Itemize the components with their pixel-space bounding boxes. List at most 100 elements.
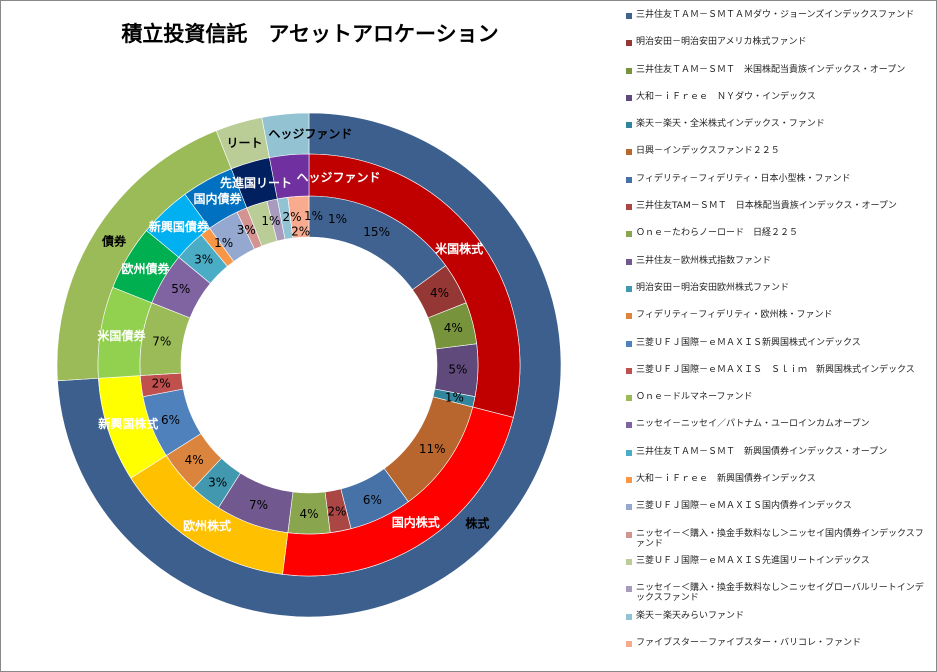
category-label: 欧州株式 <box>183 518 231 533</box>
fund-label: 6% <box>161 413 180 427</box>
legend-swatch <box>626 176 632 183</box>
fund-label: 2% <box>327 504 346 518</box>
legend-label: ファイブスター－ファイブスター・バリコレ・ファンド <box>636 637 862 648</box>
fund-label: 1% <box>261 214 280 228</box>
fund-label: 4% <box>444 321 463 335</box>
legend-swatch <box>626 449 632 456</box>
legend-label: 明治安田－明治安田アメリカ株式ファンド <box>636 37 807 48</box>
legend-label: 三菱ＵＦＪ国際－ｅＭＡＸＩＳ国内債券インデックス <box>636 501 852 512</box>
legend-item: 日興－インデックスファンド２２５ <box>626 146 926 173</box>
legend-label: ニッセイ－＜購入・換金手数料なし＞ニッセイ国内債券インデックスファンド <box>636 528 924 549</box>
legend-item: 明治安田－明治安田欧州株式ファンド <box>626 283 926 310</box>
legend-item: 明治安田－明治安田アメリカ株式ファンド <box>626 37 926 64</box>
fund-label: 5% <box>171 282 190 296</box>
category-label: 米国債券 <box>97 328 146 343</box>
legend-item: 三井住友ＴＡＭ－ＳＭＴ 新興国債券インデックス・オープン <box>626 447 926 474</box>
legend-item: ファイブスター－ファイブスター・バリコレ・ファンド <box>626 638 926 665</box>
fund-slice <box>287 195 310 239</box>
asset-class-label: 株式 <box>465 516 489 531</box>
legend: 三井住友ＴＡＭ－ＳＭＴＡＭダウ・ジョーンズインデックスファンド 明治安田－明治安田… <box>626 10 926 665</box>
legend-swatch <box>626 258 632 265</box>
legend-label: 明治安田－明治安田欧州株式ファンド <box>636 282 790 293</box>
legend-item: 三菱ＵＦＪ国際－ｅＭＡＸＩＳ先進国リートインデックス <box>626 556 926 583</box>
fund-label: 11% <box>419 442 446 456</box>
category-label: 米国株式 <box>435 241 483 256</box>
legend-label: Ｏｎｅ－たわらノーロード 日経２２５ <box>636 228 799 239</box>
legend-swatch <box>626 422 632 429</box>
legend-item: フィデリティ－フィデリティ・日本小型株・ファンド <box>626 174 926 201</box>
legend-swatch <box>626 340 632 347</box>
legend-swatch <box>626 586 632 593</box>
legend-swatch <box>626 231 632 238</box>
legend-label: 三井住友TAM－ＳＭＴ 日本株配当貴族インデックス・オープン <box>636 201 897 212</box>
legend-swatch <box>626 558 632 565</box>
legend-item: 三井住友TAM－ＳＭＴ 日本株配当貴族インデックス・オープン <box>626 201 926 228</box>
fund-label: 7% <box>249 498 268 512</box>
legend-label: 楽天－楽天・全米株式インデックス・ファンド <box>636 119 825 130</box>
category-label: 新興国株式 <box>98 416 158 431</box>
legend-label: 三菱ＵＦＪ国際－ｅＭＡＸＩＳ先進国リートインデックス <box>636 555 870 566</box>
fund-label: 1% <box>304 209 323 223</box>
fund-label: 2% <box>283 210 302 224</box>
legend-swatch <box>626 395 632 402</box>
legend-label: 日興－インデックスファンド２２５ <box>636 146 780 157</box>
fund-label: 7% <box>152 335 171 349</box>
legend-item: 大和－ｉＦｒｅｅ 新興国債券インデックス <box>626 474 926 501</box>
legend-label: ニッセイ－ニッセイ／パトナム・ユーロインカムオープン <box>636 419 870 430</box>
fund-label: 4% <box>299 507 318 521</box>
legend-item: フィデリティ－フィデリティ・欧州株・ファンド <box>626 310 926 337</box>
legend-label: ニッセイ－＜購入・換金手数料なし＞ニッセイグローバルリートインデックスファンド <box>636 583 924 604</box>
legend-item: 三菱ＵＦＪ国際－ｅＭＡＸＩＳ国内債券インデックス <box>626 501 926 528</box>
fund-label: 3% <box>194 253 213 267</box>
legend-item: Ｏｎｅ－たわらノーロード 日経２２５ <box>626 228 926 255</box>
asset-class-label: リート <box>227 136 263 150</box>
fund-label: 3% <box>208 476 227 490</box>
chart-title: 積立投資信託 アセットアロケーション <box>121 22 499 46</box>
legend-swatch <box>626 67 632 74</box>
legend-item: 三井住友ＴＡＭ－ＳＭＴＡＭダウ・ジョーンズインデックスファンド <box>626 10 926 37</box>
asset-class-label: 債券 <box>101 234 127 249</box>
fund-label: 3% <box>237 223 256 237</box>
asset-class-label: ヘッジファンド <box>268 127 352 141</box>
legend-item: Ｏｎｅ－ドルマネーファンド <box>626 392 926 419</box>
legend-swatch <box>626 122 632 129</box>
fund-label: 2% <box>152 377 171 391</box>
fund-label: 6% <box>363 493 382 507</box>
legend-label: 三井住友ＴＡＭ－ＳＭＴ 新興国債券インデックス・オープン <box>636 446 888 457</box>
fund-label: 1% <box>328 212 347 226</box>
legend-item: ニッセイ－＜購入・換金手数料なし＞ニッセイ国内債券インデックスファンド <box>626 529 926 556</box>
legend-label: 三菱ＵＦＪ国際－ｅＭＡＸＩＳ Ｓｌｉｍ 新興国株式インデックス <box>636 364 915 375</box>
legend-item: ニッセイ－ニッセイ／パトナム・ユーロインカムオープン <box>626 419 926 446</box>
legend-item: 三菱ＵＦＪ国際－ｅＭＡＸＩＳ Ｓｌｉｍ 新興国株式インデックス <box>626 365 926 392</box>
legend-swatch <box>626 204 632 211</box>
legend-label: 三菱ＵＦＪ国際－ｅＭＡＸＩＳ新興国株式インデックス <box>636 337 861 348</box>
legend-label: フィデリティ－フィデリティ・欧州株・ファンド <box>636 310 833 321</box>
legend-swatch <box>626 531 632 538</box>
fund-label: 1% <box>214 236 233 250</box>
fund-label: 4% <box>185 453 204 467</box>
legend-swatch <box>626 94 632 101</box>
fund-label: 2% <box>291 224 310 238</box>
legend-item: 三井住友ＴＡＭ－ＳＭＴ 米国株配当貴族インデックス・オープン <box>626 65 926 92</box>
category-label: ヘッジファンド <box>296 170 380 184</box>
legend-swatch <box>626 367 632 374</box>
legend-label: 大和－ｉＦｒｅｅ 新興国債券インデックス <box>636 474 816 485</box>
legend-label: 三井住友ＴＡＭ－ＳＭＴ 米国株配当貴族インデックス・オープン <box>636 64 906 75</box>
legend-swatch <box>626 477 632 484</box>
legend-item: 楽天－楽天みらいファンド <box>626 611 926 638</box>
legend-label: フィデリティ－フィデリティ・日本小型株・ファンド <box>636 173 851 184</box>
fund-label: 15% <box>363 225 390 239</box>
fund-label: 1% <box>445 391 464 405</box>
legend-swatch <box>626 640 632 647</box>
legend-swatch <box>626 313 632 320</box>
fund-label: 4% <box>430 286 449 300</box>
legend-item: 三菱ＵＦＪ国際－ｅＭＡＸＩＳ新興国株式インデックス <box>626 338 926 365</box>
category-label: 先進国リート <box>220 175 292 190</box>
legend-label: 楽天－楽天みらいファンド <box>636 610 745 621</box>
legend-item: 大和－ｉＦｒｅｅ ＮＹダウ・インデックス <box>626 92 926 119</box>
legend-label: Ｏｎｅ－ドルマネーファンド <box>636 392 753 403</box>
category-label: 国内株式 <box>392 515 440 530</box>
legend-label: 三井住友－欧州株式指数ファンド <box>636 255 772 266</box>
category-label: 欧州債券 <box>121 261 170 276</box>
legend-swatch <box>626 504 632 511</box>
